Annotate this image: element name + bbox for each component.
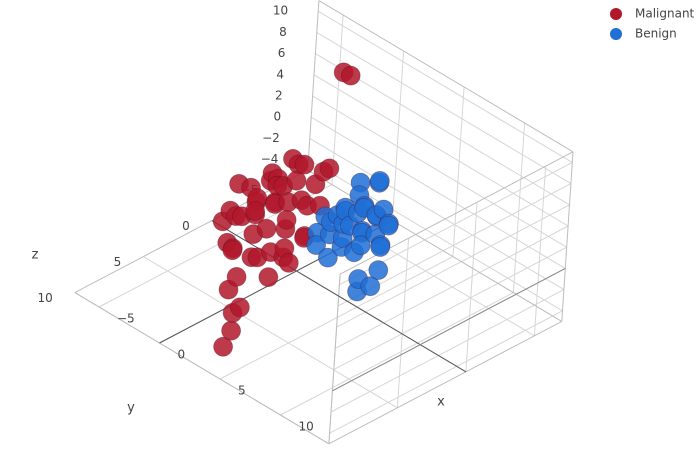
z-tick-label: 6 <box>278 46 286 60</box>
grid-line <box>219 256 454 380</box>
data-point <box>286 170 307 191</box>
axis-grid <box>74 0 574 445</box>
x-tick-label: 5 <box>238 384 246 398</box>
axis-line <box>74 169 308 294</box>
z-tick-label: 4 <box>276 67 284 81</box>
legend: Malignant Benign <box>610 7 695 41</box>
legend-item[interactable]: Benign <box>610 27 677 41</box>
data-point <box>294 154 315 175</box>
grid-line <box>331 14 344 185</box>
legend-label: Malignant <box>635 7 695 21</box>
x-tick-label: 10 <box>299 420 314 434</box>
data-point <box>306 235 327 256</box>
y-tick-label: 10 <box>38 291 53 305</box>
axis-line <box>561 151 574 322</box>
grid-line <box>452 86 465 257</box>
axis-line <box>318 0 574 153</box>
y-tick-label: 5 <box>114 255 122 269</box>
z-axis-title: z <box>32 248 39 263</box>
grid-line <box>329 310 563 434</box>
data-point <box>369 170 390 191</box>
y-axis-title: y <box>127 401 135 416</box>
x-tick-label: 0 <box>178 348 186 362</box>
x-tick-label: −5 <box>117 312 135 326</box>
data-point <box>278 252 299 273</box>
axis-line <box>307 0 320 171</box>
data-point <box>245 201 266 221</box>
grid-line <box>313 74 569 227</box>
legend-item[interactable]: Malignant <box>610 7 695 21</box>
data-point <box>317 247 338 268</box>
axis-titles: x y z <box>32 248 446 416</box>
zero-line <box>211 220 467 373</box>
grid-line <box>333 246 567 371</box>
data-point <box>226 266 247 287</box>
z-tick-label: 8 <box>279 25 287 39</box>
data-point <box>350 235 371 256</box>
y-tick-label: 0 <box>182 219 190 233</box>
grid-line <box>312 95 567 248</box>
data-point <box>368 260 389 281</box>
z-tick-label: 0 <box>274 110 282 124</box>
grid-line <box>316 31 572 185</box>
grid-line <box>310 116 566 269</box>
data-point <box>229 297 250 318</box>
data-point <box>319 158 340 179</box>
axis-line <box>328 274 341 444</box>
grid-line <box>309 137 565 291</box>
grid-line <box>533 166 547 336</box>
data-point <box>221 320 242 341</box>
legend-marker <box>610 8 622 20</box>
z-tick-label: 2 <box>275 89 283 103</box>
data-point <box>340 65 361 86</box>
z-tick-label: −4 <box>261 152 279 166</box>
grid-line <box>317 10 573 163</box>
data-point <box>360 276 381 297</box>
legend-marker <box>610 28 622 40</box>
data-points <box>212 62 399 357</box>
data-point <box>256 218 277 239</box>
legend-label: Benign <box>635 27 677 41</box>
data-point <box>258 267 279 288</box>
x-axis-title: x <box>437 395 445 410</box>
grid-line <box>143 256 398 409</box>
z-tick-label: −2 <box>262 131 280 145</box>
grid-line <box>308 159 563 312</box>
grid-line <box>330 289 565 413</box>
data-point <box>222 240 243 261</box>
data-point <box>370 237 391 257</box>
data-point <box>378 215 399 236</box>
data-point <box>276 209 297 230</box>
axis-line <box>74 292 330 445</box>
zero-line <box>332 267 566 392</box>
grid-line <box>512 122 526 293</box>
data-point <box>213 336 234 357</box>
z-tick-label: 10 <box>273 4 288 18</box>
grid-line <box>465 202 478 372</box>
grid-line <box>280 292 514 416</box>
grid-line <box>391 50 405 221</box>
grid-line <box>396 238 410 408</box>
axis-line <box>328 320 563 445</box>
